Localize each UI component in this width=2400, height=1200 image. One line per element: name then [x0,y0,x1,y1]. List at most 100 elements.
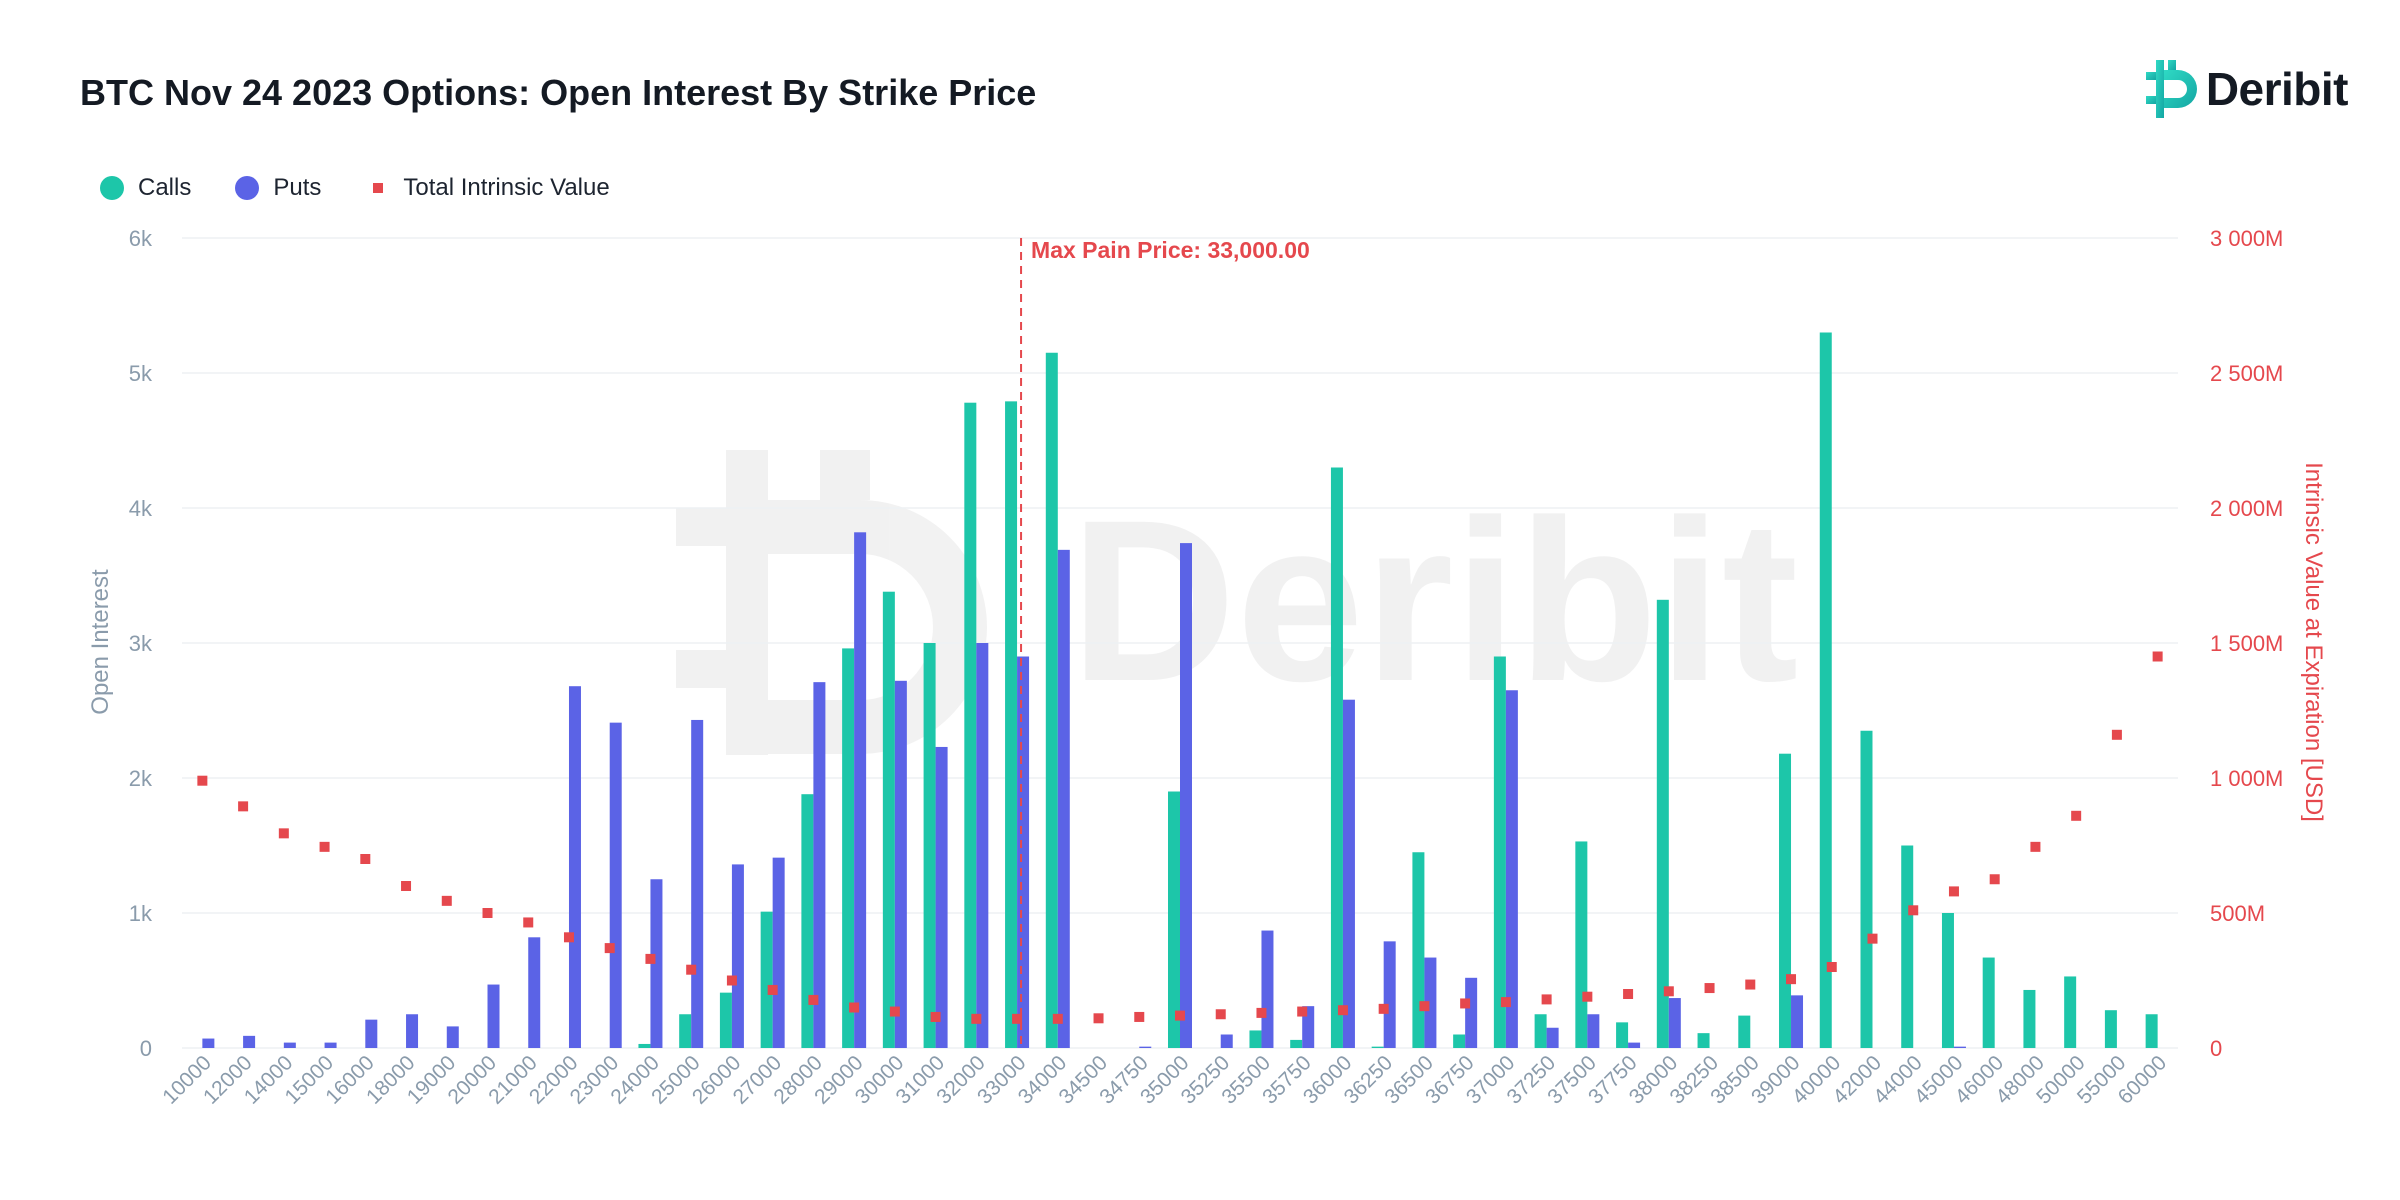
watermark-shape [768,500,987,754]
intrinsic-value-point [2111,729,2122,740]
calls-bar [1819,332,1832,1048]
y2-tick-label: 0 [2210,1036,2222,1061]
legend-item-calls[interactable]: Calls [100,174,191,202]
puts-bar [650,879,663,1048]
intrinsic-value-point [767,984,778,995]
y-tick-label: 0 [140,1036,152,1061]
puts-bar [1505,690,1518,1048]
calls-bar [882,591,895,1048]
legend-label-calls: Calls [138,174,192,201]
calls-bar [1860,730,1873,1048]
intrinsic-value-point [1378,1003,1389,1014]
puts-bar [772,857,785,1048]
intrinsic-value-point [319,841,330,852]
intrinsic-value-point [1704,983,1715,994]
calls-bar [1249,1030,1262,1048]
calls-bar [760,911,773,1048]
y2-tick-label: 3 000M [2210,226,2283,251]
intrinsic-swatch [373,183,384,193]
intrinsic-value-point [971,1013,982,1024]
intrinsic-value-point [523,917,534,928]
puts-bar [406,1014,419,1048]
calls-bar [719,992,732,1048]
watermark-shape [676,650,738,688]
y2-tick-label: 2 500M [2210,361,2283,386]
y2-tick-label: 2 000M [2210,496,2283,521]
calls-bar [923,643,936,1048]
puts-bar [487,984,500,1048]
brand-name: Deribit [2205,63,2349,115]
intrinsic-value-point [238,801,249,812]
intrinsic-value-point [849,1002,860,1013]
calls-bar [1371,1046,1384,1048]
legend-item-puts[interactable]: Puts [235,174,321,202]
calls-swatch [100,176,124,200]
watermark-shape [676,508,738,546]
intrinsic-value-point [1215,1009,1226,1020]
intrinsic-value-point [1052,1013,1063,1024]
intrinsic-value-point [1908,905,1919,916]
intrinsic-value-point [441,895,452,906]
puts-bar [202,1038,215,1048]
calls-bar [1493,656,1506,1048]
intrinsic-value-point [1582,991,1593,1002]
intrinsic-value-point [1175,1010,1185,1021]
watermark-logo [676,450,987,755]
chart-title: BTC Nov 24 2023 Options: Open Interest B… [80,72,1037,113]
calls-bar [1290,1039,1303,1048]
calls-bar [1738,1015,1751,1048]
puts-bar [1587,1014,1600,1048]
y2-axis-label: Intrinsic Value at Expiration [USD] [2300,462,2327,822]
intrinsic-value-point [1826,962,1837,972]
puts-bar [446,1026,459,1048]
calls-bar [1453,1034,1466,1048]
calls-bar [1045,352,1058,1048]
puts-bar [1220,1034,1233,1048]
puts-bar [1057,549,1070,1048]
intrinsic-value-point [2152,651,2163,662]
y-tick-label: 6k [129,226,153,251]
puts-bar [1261,930,1274,1048]
intrinsic-value-point [563,932,574,943]
intrinsic-value-point [2071,810,2082,821]
legend-item-intrinsic[interactable]: Total Intrinsic Value [365,174,610,202]
puts-bar [1017,656,1030,1048]
intrinsic-value-point [1541,994,1552,1005]
brand-logo: Deribit [2140,58,2349,120]
calls-bar [679,1014,692,1048]
calls-bar [964,402,977,1048]
puts-swatch [235,176,260,200]
calls-bar [1656,599,1669,1048]
intrinsic-value-point [1867,933,1878,944]
intrinsic-value-point [1093,1013,1104,1024]
calls-bar [2145,1014,2158,1048]
puts-bar [1953,1046,1966,1048]
intrinsic-value-point [1134,1011,1145,1022]
y-tick-label: 3k [129,631,153,656]
puts-bar [609,722,622,1048]
intrinsic-value-point [1460,998,1471,1009]
y-tick-label: 5k [129,361,153,386]
calls-bar [1412,852,1425,1048]
puts-bar [976,643,989,1048]
calls-bar [1330,467,1343,1048]
intrinsic-value-point [1500,997,1511,1008]
intrinsic-value-point [2030,841,2041,852]
puts-bar [1342,699,1355,1048]
calls-bar [1616,1022,1629,1048]
intrinsic-value-point [1989,874,2000,885]
calls-bar [842,648,855,1048]
puts-bar [1139,1046,1152,1048]
watermark-text: Deribit [1070,472,1798,729]
puts-bar [1791,995,1804,1048]
intrinsic-value-point [1623,989,1634,999]
calls-bar [2104,1010,2117,1048]
y2-tick-label: 1 000M [2210,766,2283,791]
intrinsic-value-point [808,994,819,1005]
max-pain-label: Max Pain Price: 33,000.00 [1031,237,1310,263]
intrinsic-value-point [1297,1006,1308,1017]
puts-bar [1383,941,1396,1048]
intrinsic-value-point [889,1006,900,1017]
intrinsic-value-point [1745,979,1756,990]
